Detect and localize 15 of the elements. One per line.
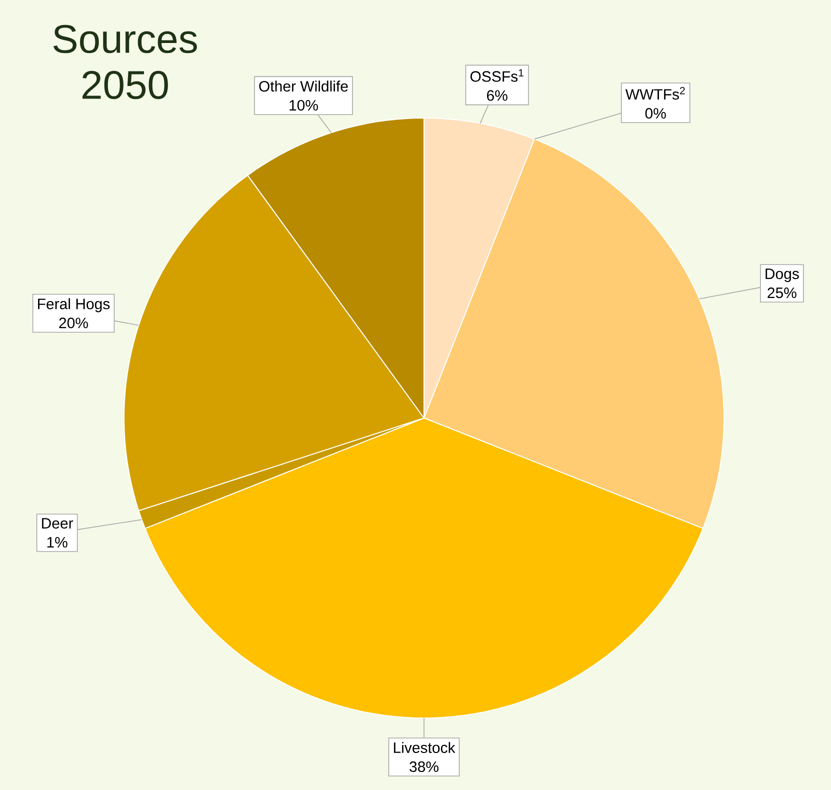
slice-label: Other Wildlife	[259, 80, 348, 92]
data-label: 10%	[290, 100, 318, 111]
text: 0%	[645, 108, 666, 119]
slice-label: OSSFs$^{1}$	[470, 69, 524, 82]
chart-title: Sources 2050	[53, 24, 197, 100]
slice-label: Dogs	[766, 268, 799, 282]
slice-label: Deer	[42, 518, 74, 529]
data-label: 1%	[47, 537, 68, 548]
category-label: WWTFs$^{2}$	[625, 86, 685, 100]
data-label: 38%	[410, 761, 438, 772]
data-label: 6%	[487, 90, 508, 101]
data-label: 25%	[768, 287, 796, 298]
slice-label: Feral Hogs	[38, 298, 110, 312]
data-label: 20%	[59, 318, 88, 328]
slice-label: Livestock	[394, 742, 456, 753]
